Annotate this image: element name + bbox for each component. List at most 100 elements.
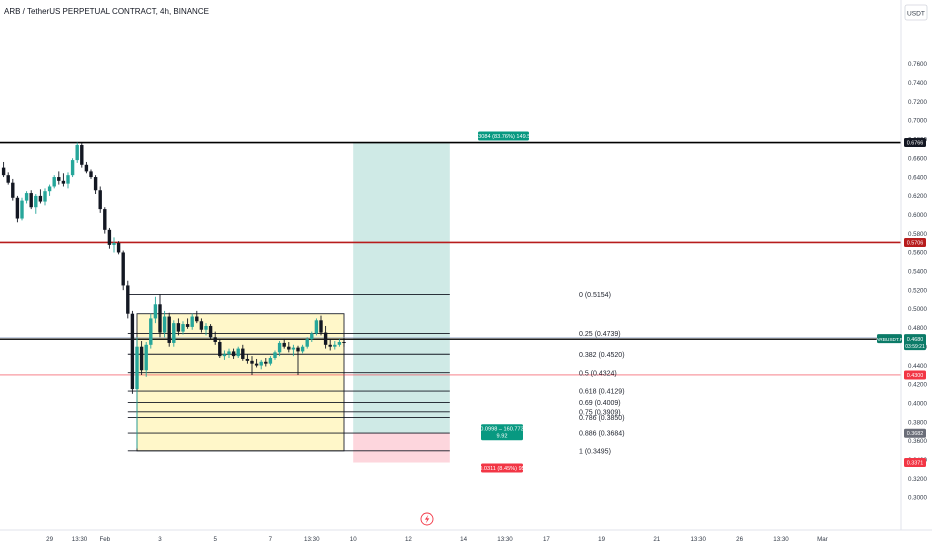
- candle-body[interactable]: [75, 145, 79, 161]
- candle-body[interactable]: [342, 341, 346, 343]
- entry-info-sublabel: 9.92: [497, 434, 508, 440]
- candle-body[interactable]: [11, 182, 15, 198]
- candle-body[interactable]: [231, 351, 236, 357]
- candle-body[interactable]: [185, 324, 190, 327]
- candle-body[interactable]: [268, 358, 273, 364]
- candle-body[interactable]: [218, 341, 222, 357]
- candle-body[interactable]: [222, 354, 227, 357]
- candle-body[interactable]: [181, 324, 185, 332]
- candle-body[interactable]: [116, 243, 121, 253]
- candle-body[interactable]: [98, 190, 102, 210]
- candle-body[interactable]: [208, 325, 213, 338]
- lightning-icon[interactable]: [420, 512, 434, 526]
- price-tick-label: 0.6000: [908, 212, 927, 219]
- long-position-stop-zone[interactable]: [353, 433, 450, 463]
- time-tick-label: 29: [46, 536, 53, 543]
- candle-body[interactable]: [153, 304, 158, 319]
- candle-body[interactable]: [103, 209, 107, 230]
- candle-body[interactable]: [126, 285, 130, 314]
- currency-button-frame[interactable]: [904, 4, 928, 21]
- candle-body[interactable]: [1, 167, 6, 176]
- time-tick-label: 12: [405, 536, 412, 543]
- candle-body[interactable]: [52, 177, 56, 187]
- candle-body[interactable]: [70, 160, 75, 176]
- candle-body[interactable]: [323, 332, 328, 345]
- candle-body[interactable]: [20, 200, 24, 219]
- candle-body[interactable]: [34, 195, 38, 208]
- consolidation-range-box[interactable]: [136, 313, 345, 452]
- candle-body[interactable]: [314, 320, 319, 334]
- candle-body[interactable]: [273, 352, 277, 359]
- currency-button[interactable]: USDT: [904, 4, 928, 21]
- candle-body[interactable]: [277, 342, 282, 353]
- candle-body[interactable]: [121, 252, 125, 286]
- candle-body[interactable]: [282, 342, 286, 347]
- candle-body[interactable]: [61, 180, 66, 184]
- candle-body[interactable]: [213, 337, 217, 342]
- candle-body[interactable]: [259, 361, 263, 366]
- candle-body[interactable]: [310, 333, 314, 340]
- target-info-tag: [478, 131, 529, 141]
- candle-body[interactable]: [107, 229, 112, 245]
- candle-body[interactable]: [158, 304, 162, 333]
- candle-body[interactable]: [195, 316, 199, 322]
- candle-body[interactable]: [264, 361, 268, 364]
- candle-body[interactable]: [80, 145, 84, 165]
- candle-body[interactable]: [245, 358, 250, 361]
- candle-body[interactable]: [43, 191, 47, 202]
- candle-body[interactable]: [236, 348, 240, 357]
- candle-body[interactable]: [300, 346, 305, 352]
- candle-body[interactable]: [296, 347, 300, 352]
- candle-body[interactable]: [15, 197, 20, 219]
- price-tick-label: 0.3800: [908, 419, 927, 426]
- time-tick-label: 7: [269, 536, 273, 543]
- currency-button-label[interactable]: USDT: [907, 11, 925, 18]
- candle-body[interactable]: [204, 325, 208, 330]
- candle-body[interactable]: [66, 175, 70, 184]
- candle-body[interactable]: [172, 323, 176, 343]
- candle-body[interactable]: [199, 321, 204, 330]
- candle-body[interactable]: [328, 344, 332, 347]
- candle-body[interactable]: [130, 313, 135, 390]
- candle-body[interactable]: [162, 316, 167, 333]
- candle-body[interactable]: [305, 339, 309, 347]
- price-tick-label: 0.4800: [908, 325, 927, 332]
- candle-body[interactable]: [38, 195, 43, 202]
- entry-info-label: 0.0998 – 160.773: [480, 427, 524, 433]
- candle-body[interactable]: [89, 171, 93, 178]
- candle-body[interactable]: [144, 344, 148, 371]
- candle-body[interactable]: [227, 351, 231, 355]
- candle-body[interactable]: [287, 346, 291, 350]
- candle-body[interactable]: [254, 363, 259, 366]
- candle-body[interactable]: [57, 177, 61, 181]
- candle-body[interactable]: [167, 316, 171, 343]
- candle-body[interactable]: [190, 316, 194, 327]
- candle-body[interactable]: [84, 164, 89, 172]
- candle-body[interactable]: [250, 360, 254, 364]
- candle-body[interactable]: [291, 347, 296, 350]
- entry-info-tag: [481, 424, 523, 441]
- candle-body[interactable]: [241, 348, 245, 359]
- candle-body[interactable]: [24, 193, 29, 201]
- candle-body[interactable]: [333, 344, 337, 347]
- long-position-target-zone[interactable]: [353, 142, 450, 434]
- time-axis[interactable]: 29 13:30 Feb 3 5 7 13:30 10 12 14 13:30 17 19 21 13:30…: [46, 536, 828, 543]
- last-price-countdown: 03:59:21: [905, 344, 925, 350]
- price-tick-label: 0.5800: [908, 231, 927, 238]
- candle-body[interactable]: [149, 318, 153, 345]
- candle-body[interactable]: [112, 243, 116, 245]
- fib-level-label: 0.5 (0.4324): [579, 370, 617, 377]
- candle-body[interactable]: [319, 320, 323, 333]
- candle-body[interactable]: [337, 341, 342, 345]
- candle-body[interactable]: [135, 346, 139, 390]
- candle-body[interactable]: [29, 193, 33, 208]
- last-price-symbol-tag: [877, 334, 902, 344]
- candle-body[interactable]: [6, 175, 10, 183]
- candle-body[interactable]: [176, 323, 181, 332]
- candle-body[interactable]: [47, 186, 52, 192]
- candle-body[interactable]: [139, 346, 144, 371]
- candle-body[interactable]: [93, 177, 98, 191]
- fib-level-label: 0.886 (0.3684): [579, 431, 625, 438]
- time-tick-label: 13:30: [72, 536, 88, 543]
